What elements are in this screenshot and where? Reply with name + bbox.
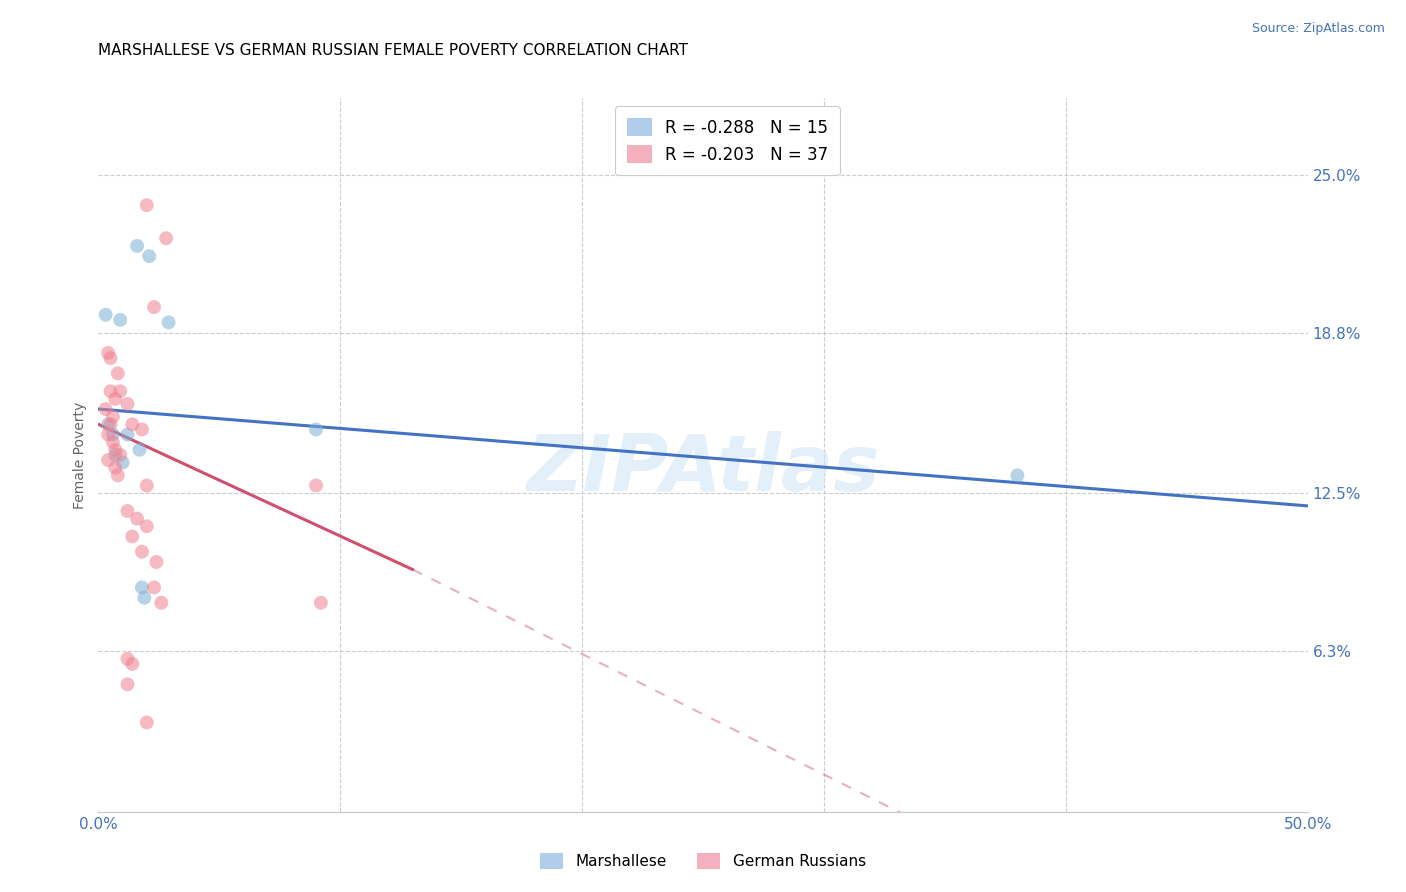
Point — [305, 422, 328, 436]
Point — [128, 442, 150, 457]
Text: MARSHALLESE VS GERMAN RUSSIAN FEMALE POVERTY CORRELATION CHART: MARSHALLESE VS GERMAN RUSSIAN FEMALE POV… — [98, 43, 689, 58]
Point — [127, 239, 149, 253]
Point — [111, 456, 134, 470]
Point — [135, 715, 157, 730]
Point — [157, 315, 180, 329]
Point — [108, 448, 131, 462]
Point — [97, 417, 120, 432]
Point — [104, 448, 127, 462]
Point — [135, 198, 157, 212]
Text: Source: ZipAtlas.com: Source: ZipAtlas.com — [1251, 22, 1385, 36]
Point — [145, 555, 167, 569]
Legend: Marshallese, German Russians: Marshallese, German Russians — [534, 847, 872, 875]
Point — [134, 591, 156, 605]
Point — [100, 417, 122, 432]
Point — [104, 460, 127, 475]
Point — [117, 397, 139, 411]
Point — [108, 384, 131, 399]
Point — [100, 384, 122, 399]
Point — [305, 478, 328, 492]
Point — [131, 545, 153, 559]
Point — [117, 504, 139, 518]
Point — [97, 346, 120, 360]
Point — [121, 417, 143, 432]
Point — [121, 529, 143, 543]
Point — [94, 402, 117, 417]
Point — [101, 409, 124, 424]
Point — [100, 351, 122, 365]
Point — [121, 657, 143, 671]
Point — [143, 300, 166, 314]
Point — [138, 249, 160, 263]
Point — [107, 367, 129, 381]
Point — [309, 596, 332, 610]
Point — [127, 511, 149, 525]
Point — [97, 453, 120, 467]
Point — [101, 435, 124, 450]
Point — [97, 427, 120, 442]
Point — [135, 519, 157, 533]
Point — [101, 427, 124, 442]
Y-axis label: Female Poverty: Female Poverty — [73, 401, 87, 508]
Point — [143, 581, 166, 595]
Point — [155, 231, 177, 245]
Point — [1007, 468, 1029, 483]
Point — [107, 468, 129, 483]
Point — [117, 677, 139, 691]
Point — [108, 313, 131, 327]
Point — [131, 422, 153, 436]
Point — [117, 427, 139, 442]
Point — [117, 652, 139, 666]
Point — [104, 392, 127, 406]
Point — [150, 596, 173, 610]
Point — [104, 442, 127, 457]
Point — [135, 478, 157, 492]
Text: ZIPAtlas: ZIPAtlas — [526, 431, 880, 508]
Point — [94, 308, 117, 322]
Point — [131, 581, 153, 595]
